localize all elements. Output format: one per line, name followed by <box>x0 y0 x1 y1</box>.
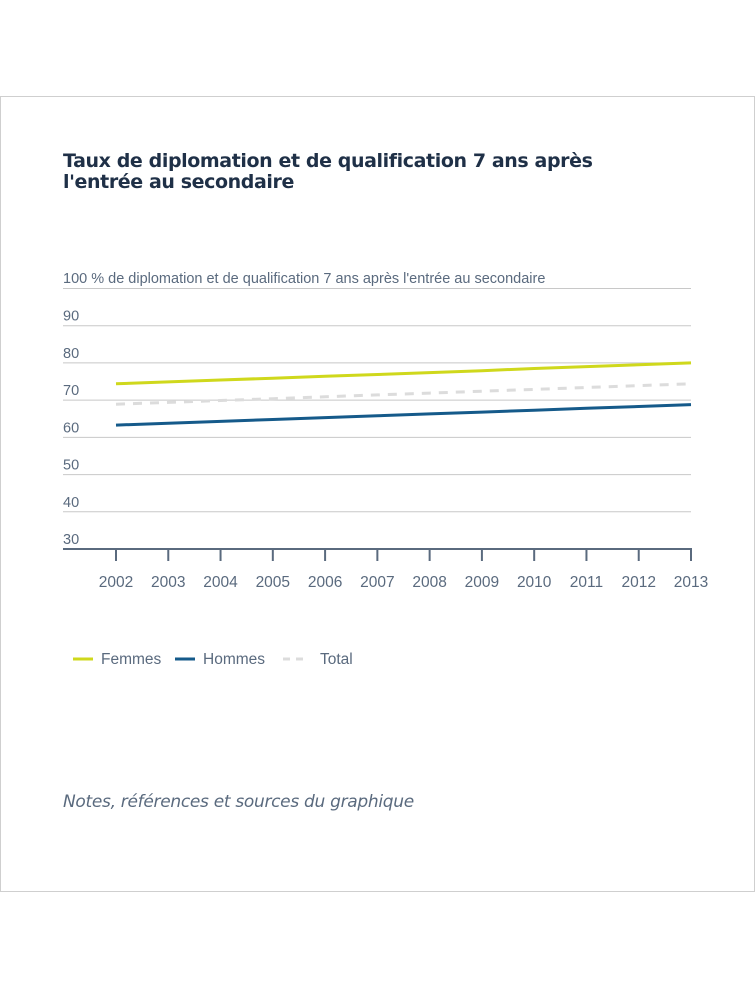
series-lines <box>115 361 692 427</box>
x-tick-label: 2008 <box>412 574 446 591</box>
legend-label-hommes[interactable]: Hommes <box>203 651 265 668</box>
y-axis-label: 100 % de diplomation et de qualification… <box>63 271 545 287</box>
chart-card: Taux de diplomation et de qualification … <box>0 96 755 892</box>
x-tick-label: 2012 <box>621 574 655 591</box>
y-tick-label: 80 <box>63 346 79 362</box>
chart-title: Taux de diplomation et de qualification … <box>63 150 593 193</box>
legend-label-femmes[interactable]: Femmes <box>101 651 162 668</box>
x-axis: 2002 2003 2004 2005 2006 2007 2008 2009 2010 2011… <box>63 548 708 591</box>
legend: Femmes Hommes Total <box>73 651 353 668</box>
line-chart: 100 % de diplomation et de qualification… <box>63 271 708 668</box>
x-tick-label: 2004 <box>203 574 238 591</box>
y-tick-label: 40 <box>63 495 79 511</box>
x-tick-label: 2003 <box>151 574 185 591</box>
y-tick-label: 90 <box>63 309 79 325</box>
series-line-total <box>115 382 692 406</box>
y-tick-label: 50 <box>63 458 79 474</box>
x-tick-label: 2002 <box>99 574 133 591</box>
x-tick-label: 2011 <box>570 574 603 591</box>
x-tick-label: 2005 <box>256 574 290 591</box>
y-tick-label: 60 <box>63 420 79 436</box>
series-line-hommes <box>115 403 692 427</box>
chart-notes-link[interactable]: Notes, références et sources du graphiqu… <box>63 792 414 812</box>
series-line-femmes <box>115 361 692 386</box>
gridlines <box>63 325 691 513</box>
x-tick-label: 2007 <box>360 574 394 591</box>
x-tick-label: 2013 <box>674 574 708 591</box>
x-tick-label: 2010 <box>517 574 552 591</box>
y-tick-label: 30 <box>63 532 79 548</box>
y-tick-labels: 30 40 50 60 70 80 90 <box>63 309 79 548</box>
y-tick-label: 70 <box>63 383 79 399</box>
x-tick-label: 2009 <box>465 574 499 591</box>
x-tick-label: 2006 <box>308 574 342 591</box>
legend-label-total[interactable]: Total <box>320 651 353 668</box>
